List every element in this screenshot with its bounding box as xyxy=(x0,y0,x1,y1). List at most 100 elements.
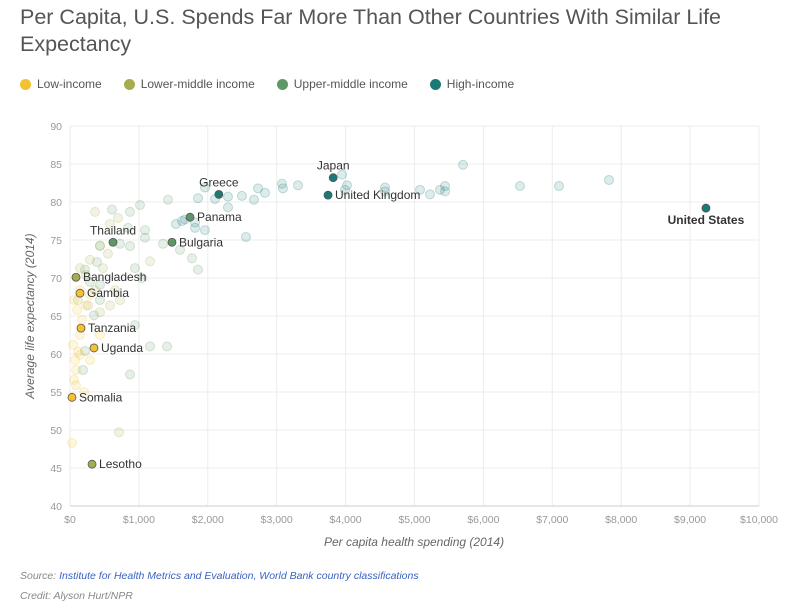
data-point xyxy=(425,189,436,200)
x-tick-label: $10,000 xyxy=(740,514,778,526)
data-point xyxy=(434,184,445,195)
y-tick-label: 40 xyxy=(50,501,62,513)
data-point xyxy=(240,231,251,242)
data-point xyxy=(380,186,391,197)
data-point xyxy=(123,222,134,233)
data-point xyxy=(193,264,204,275)
data-point xyxy=(380,182,391,193)
data-point xyxy=(339,184,350,195)
data-point xyxy=(193,193,204,204)
y-tick-label: 85 xyxy=(50,159,62,171)
legend-item-high-income: High-income xyxy=(429,77,514,91)
data-point xyxy=(107,204,118,215)
data-point xyxy=(292,180,303,191)
source-link[interactable]: Institute for Health Metrics and Evaluat… xyxy=(59,570,419,582)
data-point xyxy=(104,219,115,230)
legend-swatch xyxy=(276,78,288,90)
data-point xyxy=(90,285,101,296)
point-label: Thailand xyxy=(90,223,136,237)
x-tick-label: $6,000 xyxy=(467,514,499,526)
data-point-tanzania xyxy=(76,323,86,333)
data-point xyxy=(125,369,136,380)
point-label: United States xyxy=(668,213,745,227)
data-point-united-kingdom xyxy=(323,190,333,200)
point-label: Japan xyxy=(317,159,350,173)
y-tick-label: 80 xyxy=(50,197,62,209)
data-point xyxy=(74,349,85,360)
data-point xyxy=(222,202,233,213)
data-point xyxy=(104,300,115,311)
data-point xyxy=(222,191,233,202)
data-point xyxy=(70,380,81,391)
data-point xyxy=(604,174,615,185)
data-point xyxy=(94,240,105,251)
data-point xyxy=(94,295,105,306)
data-point xyxy=(113,212,124,223)
data-point xyxy=(78,387,89,397)
data-point xyxy=(80,264,91,275)
y-axis-label: Average life expectancy (2014) xyxy=(23,233,37,399)
data-point xyxy=(94,307,105,318)
data-point xyxy=(440,181,451,192)
data-point xyxy=(82,300,93,311)
x-tick-label: $9,000 xyxy=(674,514,706,526)
legend-item-lower-middle-income: Lower-middle income xyxy=(123,77,255,91)
data-point xyxy=(72,304,83,315)
data-point xyxy=(259,187,270,198)
data-point xyxy=(68,374,79,385)
legend-item-low-income: Low-income xyxy=(20,77,102,91)
point-label: Greece xyxy=(199,175,239,189)
point-label: Somalia xyxy=(79,390,123,404)
data-point-japan xyxy=(328,173,338,183)
point-label: United Kingdom xyxy=(335,188,420,202)
data-point xyxy=(88,310,99,321)
x-tick-label: $2,000 xyxy=(192,514,224,526)
data-point xyxy=(514,181,525,192)
legend-swatch xyxy=(429,78,441,90)
data-point xyxy=(80,345,91,356)
data-point xyxy=(440,186,451,197)
data-point xyxy=(337,169,348,180)
data-point xyxy=(144,256,155,267)
data-point xyxy=(189,222,200,233)
data-point xyxy=(74,263,85,274)
data-point-panama xyxy=(185,212,195,222)
data-point xyxy=(98,263,109,274)
legend: Low-income Lower-middle income Upper-mid… xyxy=(20,77,514,91)
data-point xyxy=(129,263,140,274)
data-point xyxy=(109,285,120,296)
data-point xyxy=(277,183,288,194)
chart-title: Per Capita, U.S. Spends Far More Than Ot… xyxy=(20,5,722,56)
y-tick-label: 50 xyxy=(50,425,62,437)
data-point xyxy=(92,257,103,268)
point-label: Uganda xyxy=(101,341,143,355)
x-tick-label: $7,000 xyxy=(536,514,568,526)
data-point xyxy=(162,341,173,352)
data-point xyxy=(199,225,210,236)
y-tick-label: 75 xyxy=(50,235,62,247)
data-point xyxy=(84,289,95,300)
data-point xyxy=(139,232,150,243)
data-point xyxy=(102,248,113,259)
data-point xyxy=(174,244,185,255)
data-point xyxy=(186,253,197,264)
data-point xyxy=(253,183,264,194)
data-point xyxy=(137,273,148,283)
data-point xyxy=(158,238,169,249)
legend-swatch xyxy=(123,78,135,90)
data-point xyxy=(135,200,146,211)
data-point xyxy=(68,339,79,350)
point-label: Tanzania xyxy=(88,321,136,335)
data-point xyxy=(199,182,210,193)
data-point xyxy=(76,314,87,325)
data-point xyxy=(162,194,173,205)
x-tick-label: $0 xyxy=(64,514,76,526)
data-point xyxy=(125,241,136,252)
y-tick-label: 90 xyxy=(50,121,62,133)
data-point-united-states xyxy=(701,203,711,213)
data-point xyxy=(80,300,91,311)
point-label: Bulgaria xyxy=(179,235,223,249)
data-point xyxy=(125,206,136,217)
data-point xyxy=(72,346,83,357)
